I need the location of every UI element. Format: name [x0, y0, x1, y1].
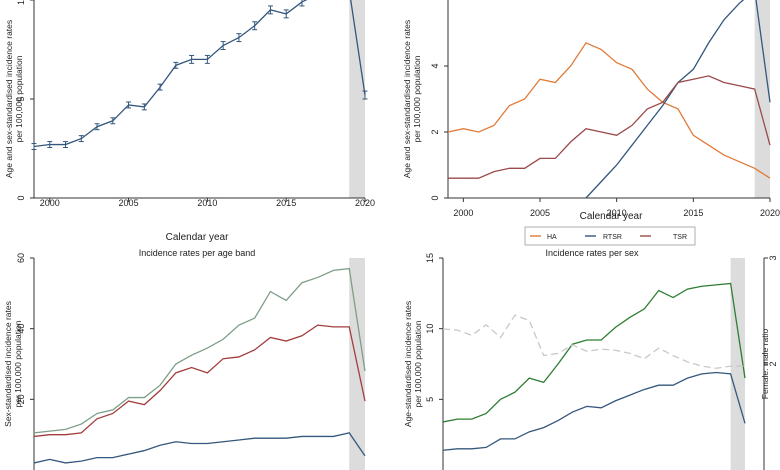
- age-band-series-1-line: [33, 324, 366, 438]
- subtype-xtick-label: 2015: [683, 208, 703, 218]
- panel-subtype-xlabel: Calendar year: [580, 211, 643, 222]
- panel-subtype: Calendar year HA RTSR TSR: [524, 211, 696, 246]
- panel-subtype-plot: 0 2 4 2000 2005 2010 2015 2020 Age and sex-stand…: [402, 0, 780, 218]
- sex-series-2-line: [442, 314, 745, 369]
- subtype-ytick-label: 0: [430, 195, 440, 200]
- subtype-shaded-region: [754, 0, 770, 198]
- sex-y2tick-label: 3: [768, 255, 778, 260]
- overall-ylabel: Age and sex-standardised incidence rates: [4, 20, 14, 178]
- sex-ytick-label: 5: [425, 397, 435, 402]
- panel-sex-title: Incidence rates per sex: [545, 248, 639, 258]
- overall-shaded-region: [349, 0, 365, 198]
- panel-age-band-title: Incidence rates per age band: [139, 248, 256, 258]
- age-band-ylabel: per 100,000 population: [13, 320, 23, 407]
- age-band-ytick-label: 20: [16, 394, 26, 404]
- overall-series-0-line: [33, 0, 366, 148]
- overall-xtick-label: 2015: [276, 198, 296, 208]
- subtype-xtick-label: 2005: [530, 208, 550, 218]
- sex-ylabel: per 100,000 population: [413, 320, 423, 407]
- subtype-ytick-label: 4: [430, 63, 440, 68]
- subtype-series-tsr-line: [448, 75, 771, 179]
- age-band-ytick-label: 60: [16, 253, 26, 263]
- subtype-legend-box: [524, 226, 696, 246]
- subtype-ylabel: Age and sex-standardised incidence rates: [402, 20, 412, 178]
- sex-ylabel: Age-standardised incidence rates: [403, 301, 413, 427]
- overall-xtick-label: 2020: [355, 198, 375, 208]
- subtype-xtick-label: 2020: [760, 208, 780, 218]
- subtype-ytick-label: 2: [430, 129, 440, 134]
- sex-ytick-label: 10: [425, 324, 435, 334]
- overall-ytick-label: 10: [16, 0, 26, 5]
- overall-xtick-label: 2010: [197, 198, 217, 208]
- age-band-series-0-line: [33, 267, 366, 434]
- age-band-ytick-label: 40: [16, 324, 26, 334]
- panel-age-band-plot: 20 40 60 Sex-standardised incidence rates pe…: [3, 253, 366, 470]
- panel-sex: Incidence rates per sex: [545, 248, 639, 258]
- panel-overall-xlabel: Calendar year: [166, 232, 229, 243]
- overall-xtick-label: 2005: [119, 198, 139, 208]
- subtype-series-rtsr-line: [585, 0, 771, 199]
- sex-y2tick-label: 2: [768, 361, 778, 366]
- panel-overall: Calendar year: [166, 232, 229, 243]
- legend-label-rtsr: RTSR: [603, 234, 622, 241]
- panel-age-band: Incidence rates per age band: [139, 248, 256, 258]
- sex-series-1-line: [442, 371, 746, 451]
- overall-ytick-label: 0: [16, 195, 26, 200]
- subtype-ylabel: per 100,000 population: [412, 55, 422, 142]
- panel-overall-plot: 0 5 10 2000 2005 2010 2015 2020 Age and sex-stan…: [4, 0, 375, 208]
- overall-ytick-label: 5: [16, 96, 26, 101]
- overall-xtick-label: 2000: [40, 198, 60, 208]
- subtype-xtick-label: 2010: [607, 208, 627, 218]
- panel-sex-plot: 5 10 15 2 3 Age-standardised incidence rates p…: [403, 253, 778, 470]
- subtype-series-ha-line: [447, 42, 771, 179]
- sex-y2label: Female: male ratio: [760, 329, 770, 400]
- legend-label-ha: HA: [547, 234, 557, 241]
- legend-label-tsr: TSR: [673, 234, 687, 241]
- overall-ylabel: per 100,000 population: [14, 55, 24, 142]
- age-band-ylabel: Sex-standardised incidence rates: [3, 301, 13, 427]
- sex-ytick-label: 15: [425, 253, 435, 263]
- sex-series-0-line: [442, 282, 746, 423]
- subtype-xtick-label: 2000: [453, 208, 473, 218]
- age-band-series-2-line: [33, 432, 366, 464]
